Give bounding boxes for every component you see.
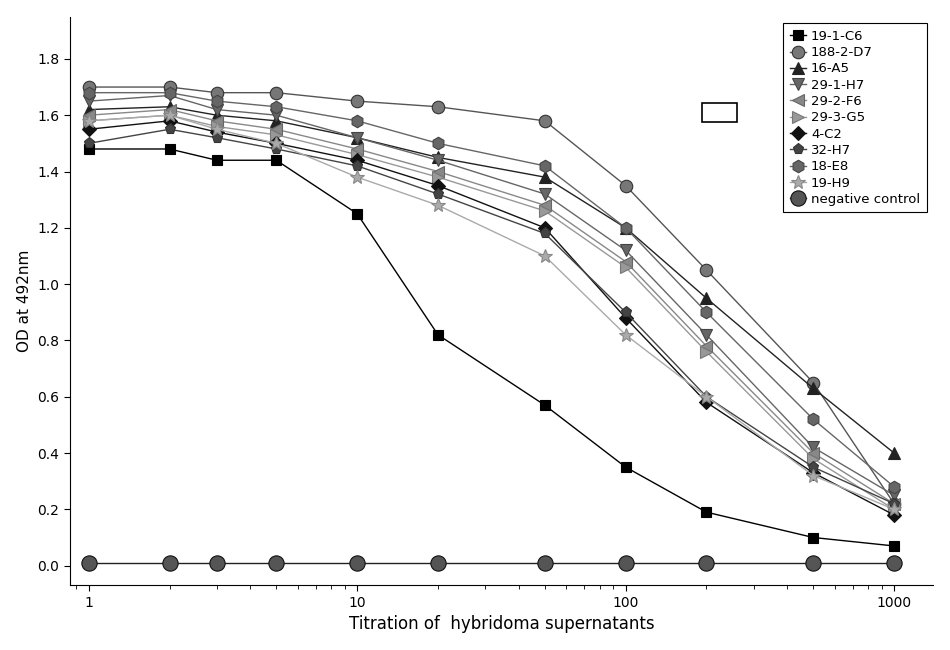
X-axis label: Titration of  hybridoma supernatants: Titration of hybridoma supernatants [349, 616, 655, 633]
Legend: 19-1-C6, 188-2-D7, 16-A5, 29-1-H7, 29-2-F6, 29-3-G5, 4-C2, 32-H7, 18-E8, 19-H9, : 19-1-C6, 188-2-D7, 16-A5, 29-1-H7, 29-2-… [784, 23, 927, 213]
Y-axis label: OD at 492nm: OD at 492nm [17, 250, 31, 352]
